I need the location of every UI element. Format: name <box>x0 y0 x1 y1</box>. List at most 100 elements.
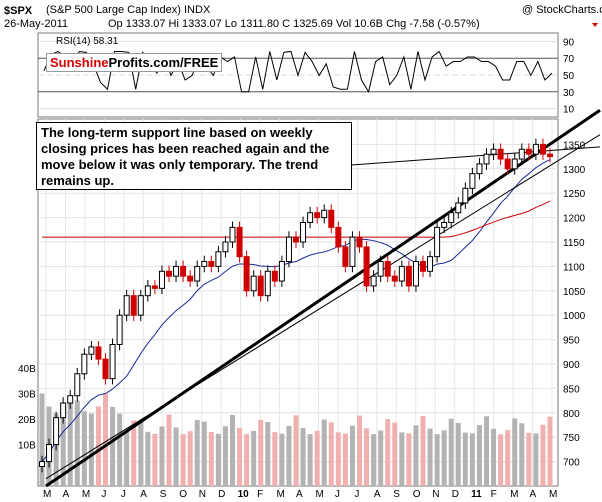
price-tick-label: 950 <box>563 336 580 347</box>
rsi-tick-label: 90 <box>563 37 575 48</box>
price-tick-label: 900 <box>563 360 580 371</box>
time-tick-label: D <box>218 489 225 500</box>
candle-body <box>243 256 250 292</box>
price-tick-label: 1100 <box>563 262 585 273</box>
price-tick-label: 1200 <box>563 214 586 225</box>
candle-body <box>60 402 67 419</box>
time-tick-label: M <box>43 489 51 500</box>
candle-body <box>391 275 398 282</box>
annotation-box: The long-term support line based on week… <box>36 122 352 190</box>
time-tick-label: M <box>277 489 285 500</box>
volume-bar <box>505 430 511 486</box>
candle-body <box>293 236 299 243</box>
price-axis: 1350 1300 1250 1200 1150 1100 1050 1000 950 900 85… <box>563 140 586 468</box>
volume-bar <box>152 433 158 486</box>
volume-bar <box>145 431 151 486</box>
candle-body <box>434 226 441 258</box>
candle-body <box>109 343 116 380</box>
time-tick-label: D <box>452 489 459 500</box>
candle-body <box>363 246 370 287</box>
volume-bar <box>498 434 504 486</box>
volume-bar <box>258 419 264 486</box>
candle-body <box>285 236 292 263</box>
candle-body <box>497 148 504 160</box>
volume-bar <box>60 411 66 486</box>
candle-body <box>222 241 229 253</box>
rsi-tick-label: 10 <box>563 105 575 116</box>
candle-body <box>278 261 285 282</box>
volume-bar <box>117 413 123 486</box>
candle-body <box>525 148 532 155</box>
volume-bar <box>484 416 489 486</box>
price-tick-label: 1000 <box>563 311 586 322</box>
candle-body <box>448 212 455 223</box>
candle-body <box>335 226 342 248</box>
quote-line: Op 1333.07 Hi 1333.07 Lo 1311.80 C 1325.… <box>108 18 480 30</box>
candle-body <box>547 153 553 158</box>
candle-body <box>504 158 511 170</box>
sunshine-badge[interactable]: SunshineProfits.com/FREE <box>46 53 223 72</box>
volume-tick-label: 40B <box>18 364 36 375</box>
volume-bar <box>455 422 461 486</box>
candle-body <box>257 275 264 297</box>
price-tick-label: 800 <box>563 409 580 420</box>
time-tick-label: N <box>199 489 206 500</box>
candle-body <box>384 261 391 277</box>
time-tick-label: S <box>160 489 167 500</box>
volume-bar <box>67 400 73 486</box>
volume-bar <box>399 432 405 486</box>
candle-body <box>102 358 109 380</box>
time-tick-label: J <box>101 489 106 500</box>
candle-body <box>455 202 462 214</box>
rsi-tick-label: 30 <box>563 88 575 99</box>
volume-bar <box>434 434 440 486</box>
candle-body <box>476 163 483 175</box>
volume-axis: 40B 30B 20B 10B <box>18 364 36 452</box>
candle-body <box>151 285 158 289</box>
time-tick-label: A <box>530 489 537 500</box>
volume-bar <box>131 420 137 486</box>
volume-bar <box>279 433 285 486</box>
volume-bar <box>173 427 179 486</box>
rsi-tick-label: 50 <box>563 71 575 82</box>
candle-body <box>342 246 349 267</box>
candle-body <box>377 261 384 277</box>
time-tick-label: F <box>257 489 263 500</box>
badge-brand: Sunshine <box>50 55 109 70</box>
volume-bar <box>357 415 362 486</box>
volume-bar <box>427 428 433 486</box>
rsi-label: RSI(14) 58.31 <box>56 36 119 47</box>
volume-bar <box>230 414 235 486</box>
badge-link: Profits.com/FREE <box>108 55 219 70</box>
time-tick-label: J <box>335 489 340 500</box>
price-tick-label: 1050 <box>563 287 586 298</box>
volume-bar <box>342 433 348 486</box>
time-axis: M A M J J A S O N D 10 F M A M J J A S O N D 11 F M A M <box>43 489 557 500</box>
candle-body <box>74 373 81 397</box>
volume-bar <box>237 427 243 486</box>
volume-bar <box>272 432 278 486</box>
time-tick-label: A <box>62 489 69 500</box>
volume-bar <box>222 426 228 486</box>
volume-tick-label: 20B <box>18 415 36 426</box>
time-tick-label: S <box>393 489 400 500</box>
time-tick-label: A <box>374 489 381 500</box>
volume-bar <box>201 421 207 486</box>
volume-bar <box>103 393 108 486</box>
volume-bar <box>491 428 497 486</box>
candle-body <box>356 236 363 248</box>
volume-bar <box>349 425 355 486</box>
candle-body <box>67 395 74 404</box>
volume-bar <box>441 430 447 486</box>
candle-body <box>349 236 356 267</box>
volume-bar <box>533 433 539 486</box>
candle-body <box>490 148 497 155</box>
volume-bar <box>265 422 271 486</box>
time-tick-label: A <box>296 489 303 500</box>
volume-bar <box>371 434 377 486</box>
volume-bar <box>519 423 525 486</box>
time-tick-label: 11 <box>471 489 482 500</box>
candle-body <box>271 270 278 282</box>
volume-bar <box>166 414 172 486</box>
volume-bar <box>512 418 518 486</box>
